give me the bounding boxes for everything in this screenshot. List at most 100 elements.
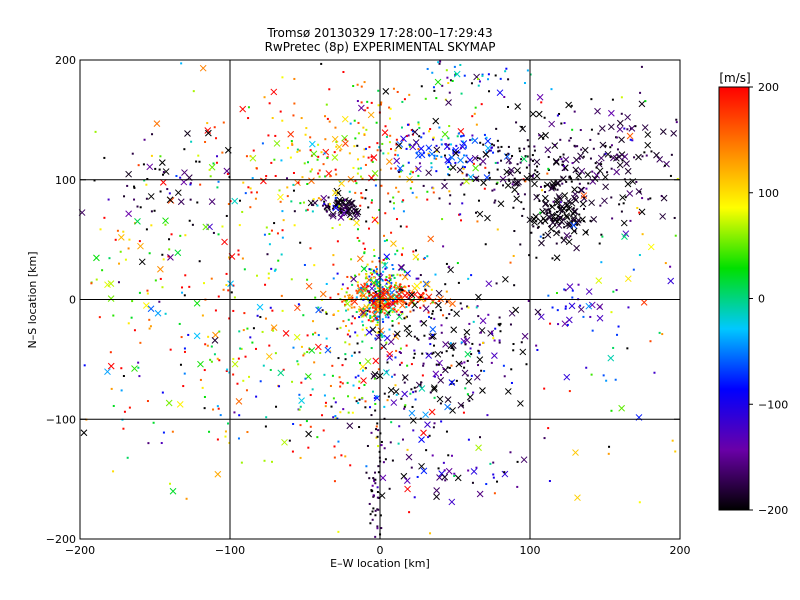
dot-marker	[302, 201, 305, 204]
dot-marker	[534, 169, 537, 172]
dot-marker	[356, 334, 359, 337]
dot-marker	[112, 470, 115, 473]
dot-marker	[259, 316, 262, 319]
dot-marker	[360, 286, 363, 289]
cross-marker	[107, 362, 115, 370]
dot-marker	[310, 203, 313, 206]
dot-marker	[281, 236, 284, 239]
dot-marker	[291, 143, 294, 146]
dot-marker	[598, 242, 601, 245]
cross-marker	[197, 360, 204, 368]
colorbar-tick-label: 200	[758, 81, 779, 94]
dot-marker	[226, 368, 229, 371]
dot-marker	[341, 364, 344, 367]
dot-marker	[232, 373, 235, 376]
cross-marker	[537, 218, 545, 225]
dot-marker	[286, 186, 289, 189]
dot-marker	[396, 249, 399, 252]
dot-marker	[440, 138, 443, 141]
dot-marker	[471, 115, 474, 118]
dot-marker	[590, 128, 593, 131]
dot-marker	[387, 302, 390, 305]
dot-marker	[556, 309, 559, 312]
dot-marker	[361, 328, 364, 331]
dot-marker	[451, 347, 454, 350]
dot-marker	[391, 324, 394, 327]
dot-marker	[520, 341, 523, 344]
dot-marker	[607, 452, 610, 455]
dot-marker	[232, 284, 235, 287]
dot-marker	[563, 122, 566, 125]
dot-marker	[393, 276, 396, 279]
dot-marker	[373, 397, 376, 400]
dot-marker	[511, 183, 514, 186]
dot-marker	[432, 426, 435, 429]
dot-marker	[441, 84, 444, 87]
dot-marker	[365, 275, 368, 278]
dot-marker	[449, 194, 452, 197]
dot-marker	[585, 231, 588, 234]
dot-marker	[675, 121, 678, 124]
dot-marker	[107, 198, 110, 201]
dot-marker	[364, 334, 367, 337]
cross-marker	[624, 275, 632, 283]
dot-marker	[216, 186, 219, 189]
dot-marker	[411, 130, 414, 133]
dot-marker	[269, 368, 272, 371]
dot-marker	[583, 196, 586, 199]
dot-marker	[203, 369, 206, 372]
dot-marker	[328, 208, 331, 211]
dot-marker	[504, 70, 507, 73]
dot-marker	[330, 405, 333, 408]
dot-marker	[356, 236, 359, 239]
dot-marker	[376, 149, 379, 152]
cross-marker	[616, 161, 624, 169]
cross-marker	[125, 170, 132, 178]
dot-marker	[507, 145, 510, 148]
cross-marker	[347, 175, 355, 183]
cross-marker	[570, 208, 578, 216]
dot-marker	[116, 229, 119, 232]
dot-marker	[488, 171, 491, 174]
dot-marker	[388, 276, 391, 279]
cross-marker	[572, 166, 580, 174]
dot-marker	[299, 202, 302, 205]
dot-marker	[282, 219, 285, 222]
cross-marker	[418, 436, 425, 443]
cross-marker	[273, 140, 281, 147]
dot-marker	[341, 300, 344, 303]
dot-marker	[417, 338, 420, 341]
dot-marker	[341, 199, 344, 202]
dot-marker	[261, 330, 264, 333]
dot-marker	[622, 202, 625, 205]
cross-marker	[544, 231, 552, 239]
dot-marker	[388, 328, 391, 331]
dot-marker	[433, 157, 436, 160]
dot-marker	[398, 175, 401, 178]
dot-marker	[180, 336, 183, 339]
dot-marker	[360, 101, 363, 104]
dot-marker	[139, 206, 142, 209]
cross-marker	[670, 129, 678, 137]
dot-marker	[477, 349, 480, 352]
dot-marker	[580, 148, 583, 151]
dot-marker	[438, 299, 441, 302]
dot-marker	[355, 289, 358, 292]
cross-marker	[550, 179, 558, 187]
dot-marker	[363, 313, 366, 316]
dot-marker	[199, 378, 202, 381]
dot-marker	[369, 513, 372, 516]
dot-marker	[447, 143, 450, 146]
dot-marker	[318, 169, 321, 172]
dot-marker	[543, 116, 546, 119]
dot-marker	[358, 239, 361, 242]
dot-marker	[339, 411, 342, 414]
dot-marker	[362, 307, 365, 310]
dot-marker	[463, 193, 466, 196]
dot-marker	[371, 320, 374, 323]
dot-marker	[360, 196, 363, 199]
dot-marker	[196, 201, 199, 204]
dot-marker	[225, 370, 228, 373]
dot-marker	[399, 225, 402, 228]
